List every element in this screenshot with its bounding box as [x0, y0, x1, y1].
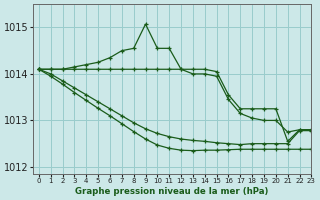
X-axis label: Graphe pression niveau de la mer (hPa): Graphe pression niveau de la mer (hPa) [76, 187, 269, 196]
